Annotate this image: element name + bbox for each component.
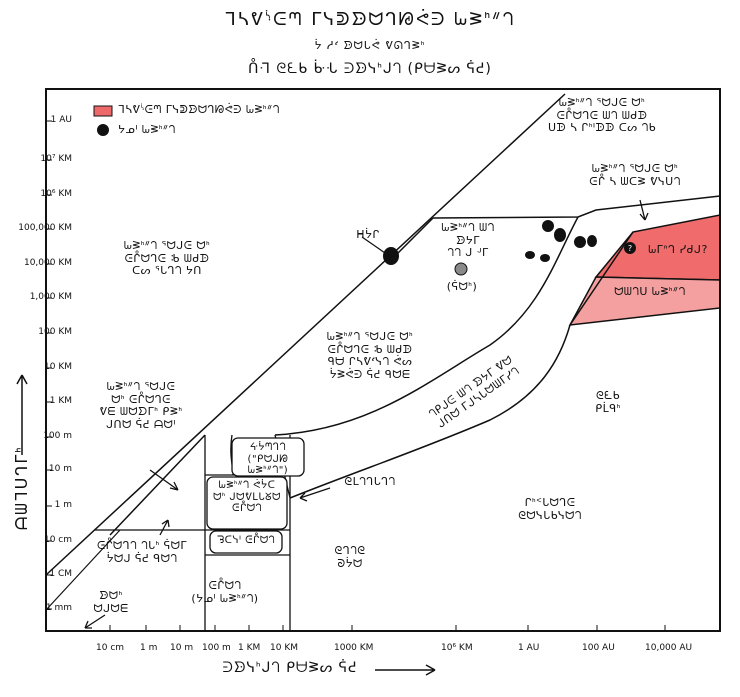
region-dust: ᗦᗢᑋ ᗢᒍᗢᗴ — [93, 589, 129, 615]
region-too-dense: ᘈᕒᑋᐥᘃ ᕐᗢᒍᕮ ᗢᑋ ᕮᒊᗢᒉᕮ ᒂ ᗯᑯᗬ ᑕᔕ ᕐᒐᒉᘃ ᔭᑎ — [123, 239, 211, 278]
x-tick-label: 10 m — [170, 643, 194, 653]
band-top-line — [432, 195, 721, 219]
mars-dot — [383, 247, 399, 265]
y-tick-label: 1 m — [54, 500, 72, 510]
title-line1: ᒣᓴᕓᔋᕮᘉ ᒥᓭᕲᗦᗢᒉᘘᕚᕭ ᘈᕒᑋᐥᘃ — [224, 9, 516, 30]
y-axis-label: ᗩᗯᒣᑌᒉᒥᑋ — [12, 445, 31, 530]
title-line2: ᔮ ᓱᔊ ᗦᗢᒐᕚ ᕓᘏᒉᕒᑋ — [314, 39, 426, 52]
x-tick-label: 10⁶ KM — [441, 643, 473, 653]
arrow-brown-dwarf — [639, 199, 649, 221]
planet-dot-3 — [574, 236, 586, 248]
arrow-dense-to-line — [149, 469, 179, 491]
moon-dot — [454, 262, 468, 276]
x-tick-label: 100 m — [202, 643, 231, 653]
y-tick-label: 10,000 KM — [23, 258, 72, 268]
x-tick-label: 1 m — [140, 643, 158, 653]
arrow-bacteria — [84, 614, 106, 629]
x-axis-label: ᕭᗦᓭᑋᒍᘃ ᑭᗨᕒᔕ ᕌᕍ — [222, 660, 358, 676]
question-dot — [624, 242, 636, 254]
label-mars: ᕼᔮᒋ — [356, 228, 380, 241]
region-middle: ᘈᕒᑋᐥᘃ ᕐᗢᒍᕮ ᗢᑋ ᕮᒊᗢᒉᕮ ᒂ ᗯᑯᗬ ᑫᗨ ᒋᓴᕓᔊᓭᘃ ᕚᔕ ᔮ… — [326, 330, 414, 381]
x-axis-arrow — [375, 664, 436, 676]
region-sun-planets: ᘈᕒᑋᐥᘃ ᕚᔮᑕ ᗢᑋ ᒍᗢᕓᒪᒐᘜᗢ ᕮᒊᗢᘃ — [213, 480, 281, 514]
y-tick-label: 10 m — [48, 464, 72, 474]
legend-dot-label: ᔭᓄᑊ ᘈᕒᑋᐥᘃ — [118, 123, 176, 136]
label-planet-nine: ᘈᒥᐢᒉ ᓯᑯᒍ? — [648, 243, 708, 256]
y-tick-label: 100,000 KM — [18, 223, 72, 233]
legend-swatch — [93, 105, 113, 117]
arrow-small-stuff — [159, 519, 170, 536]
y-tick-label: 100 KM — [38, 327, 72, 337]
y-tick-label: 1 KM — [49, 396, 72, 406]
y-tick-label: 1 AU — [50, 115, 72, 125]
arrow-mars — [361, 236, 386, 254]
planet-dot-2 — [554, 228, 566, 242]
region-rocky-planets: ᕮᒊᗢᘃ (ᔭᓄᑊ ᘈᕒᑋᐥᘃ) — [191, 579, 259, 605]
y-tick-label: 10 KM — [44, 362, 72, 372]
x-tick-label: 100 AU — [582, 643, 615, 653]
lower-diagonal-2 — [45, 529, 121, 611]
y-tick-label: 10⁷ KM — [40, 154, 72, 164]
y-tick-label: 100 m — [43, 431, 72, 441]
planet-dot-4 — [587, 235, 597, 247]
region-asteroids: ᒋᑋᑉᒐᗢᒉᕮ ᘓᗢᓭᒐᑲᓭᗢᘃ — [518, 496, 582, 522]
region-rocks: ᘋᑕᓭᑊ ᕮᒊᗢᘃ — [216, 535, 276, 546]
lower-diagonal-1 — [109, 434, 206, 536]
x-tick-label: 1000 KM — [334, 643, 374, 653]
rocks-box — [209, 530, 283, 554]
y-tick-label: 10⁶ KM — [40, 189, 72, 199]
y-tick-label: 10 cm — [43, 535, 72, 545]
region-we-can-see: ᘈᕒᑋᐥᘃ ᗯᘃ ᗦᔭᒥ ᘃᘃ ᒍ ᒢᒥ — [441, 221, 495, 260]
legend-highlight-label: ᒣᓴᕓᔋᕮᘉ ᒥᓭᕲᗦᗢᒉᘘᕚᕭ ᘈᕒᑋᐥᘃ — [118, 103, 280, 116]
region-small-stuff: ᘓᘍᑲ ᑭᒫᑫᑋ — [595, 389, 621, 415]
plot-frame — [45, 88, 721, 632]
sun-planets-box — [206, 476, 288, 530]
svg-text:?: ? — [628, 244, 632, 253]
region-too-close: ᘈᕒᑋᐥᘃ ᕐᗢᒍᕮ ᗢᑋ ᕮᒊᗢᒉᕮ ᕓᗴ ᗯᗢᗤᒥᑋ ᑭᕒᑋ ᒍᑎᗢ ᕌᕍ … — [99, 380, 183, 431]
y-tick-label: 1 mm — [45, 603, 72, 613]
y-ticks — [46, 120, 52, 610]
title-line3: ᑍᒬ ᘓᘍᑲ ᒁᒜ ᕭᗦᓭᑋᒍᘃ (ᑭᗨᕒᔕ ᕌᕍ) — [248, 61, 492, 77]
planet-dot-5 — [525, 251, 535, 259]
label-atmosphere: ᘓᒪᘃᒉᒐᒉᘃ — [344, 475, 396, 488]
y-tick-label: 1,000 KM — [29, 292, 72, 302]
legend-dot — [97, 124, 109, 136]
planet-dot-6 — [540, 254, 550, 262]
region-wide-orbit: ᘈᕒᑋᐥᘃ ᕐᗢᒍᕮ ᗢᑋ ᕮᒊᗢᒉᕮ ᗯᘃ ᗯᑯᗬ ᑌᗬ ᓴ ᒋᑋᑊᗬᗬ ᑕᔕ… — [548, 96, 656, 135]
band-lower-boundary — [274, 216, 579, 436]
label-dwarf-planets: ᗢᗯᘃᑌ ᘈᕒᑋᐥᘃ — [614, 285, 686, 298]
atmosphere-line — [289, 324, 571, 499]
upper-diagonal-boundary — [45, 93, 566, 576]
x-tick-label: 10 KM — [270, 643, 298, 653]
x-tick-label: 1 KM — [238, 643, 261, 653]
y-axis-arrow — [16, 374, 28, 455]
label-moon-ellipsis: (ᕌᗢᑋ) — [446, 280, 478, 293]
x-tick-label: 1 AU — [518, 643, 540, 653]
region-mid-air: ᔰᔮᘉᒉᘃ ("ᑭᗢᒍᘘ ᘈᕒᑋᐥᘃ") — [247, 442, 289, 476]
arrow-atmosphere — [299, 487, 331, 502]
band-left-line — [395, 217, 434, 256]
y-tick-label: 1 CM — [49, 569, 72, 579]
x-tick-label: 10 cm — [96, 643, 125, 653]
mid-air-box — [231, 437, 305, 477]
region-bacteria: ᕮᒊᗢᒉᘃ ᘃᒐᑋ ᕌᗢᒥ ᔮᗢᒍ ᕌᕍ ᑫᗢᘃ — [96, 539, 188, 565]
planet-dot-1 — [542, 220, 554, 232]
x-tick-label: 10,000 AU — [645, 643, 693, 653]
x-ticks — [109, 625, 666, 631]
region-brown-dwarf: ᘈᕒᑋᐥᘃ ᕐᗢᒍᕮ ᗢᑋ ᕮᒊ ᓴ ᗯᑕᕒ ᕓᓭᑌᘃ — [589, 162, 681, 188]
region-big-rocks: ᘓᒉᘃᘓ ᘐᔮᗢ — [334, 544, 366, 570]
far-boundary — [569, 231, 634, 326]
